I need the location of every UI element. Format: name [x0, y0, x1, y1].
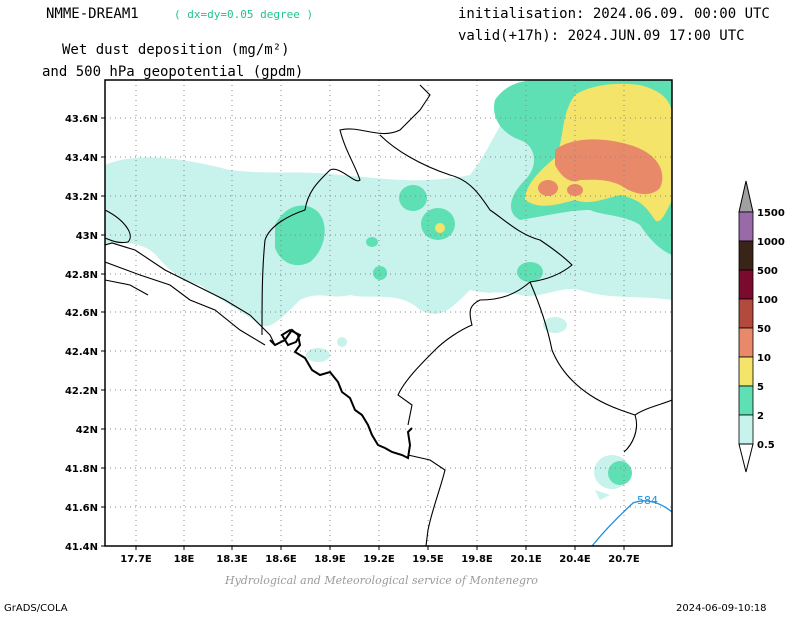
- borders: [105, 84, 672, 546]
- dust-field: [105, 80, 672, 500]
- dust-area-orange: [555, 139, 663, 195]
- render-timestamp: 2024-06-09-10:18: [676, 603, 767, 614]
- legend-label: 2: [757, 411, 764, 422]
- legend-label: 100: [757, 295, 778, 306]
- dust-area-light: [105, 198, 165, 240]
- lat-label: 42.2N: [65, 386, 98, 397]
- legend-top-arrow: [738, 180, 754, 213]
- legend-swatch: [738, 240, 754, 271]
- geopotential-contour: 584: [591, 494, 673, 547]
- credit-text: Hydrological and Meteorological service …: [225, 574, 538, 587]
- lat-label: 43.4N: [65, 153, 98, 164]
- resolution-note: ( dx=dy=0.05 degree ): [174, 8, 314, 21]
- lon-label: 18.3E: [216, 554, 248, 565]
- dust-area-light: [482, 279, 498, 293]
- dust-area-light: [306, 348, 330, 362]
- legend-label: 500: [757, 266, 778, 277]
- dust-area-green: [373, 266, 387, 280]
- lon-label: 18E: [174, 554, 195, 565]
- legend-label: 50: [757, 324, 771, 335]
- axis-ticks: [101, 117, 625, 550]
- model-name: NMME-DREAM1: [46, 6, 139, 22]
- longitude-labels: 17.7E 18E 18.3E 18.6E 18.9E 19.2E 19.5E …: [120, 554, 640, 565]
- legend-label: 1500: [757, 208, 785, 219]
- lat-label: 43.2N: [65, 192, 98, 203]
- color-legend: 1500 1000 500 100 50 10 5 2 0.5: [738, 180, 785, 473]
- software-label: GrADS/COLA: [4, 603, 68, 614]
- legend-swatch: [738, 269, 754, 300]
- initialisation-time: initialisation: 2024.06.09. 00:00 UTC: [458, 6, 770, 22]
- legend-label: 5: [757, 382, 764, 393]
- legend-label: 1000: [757, 237, 785, 248]
- valid-time: valid(+17h): 2024.JUN.09 17:00 UTC: [458, 28, 745, 44]
- lat-label: 41.6N: [65, 503, 98, 514]
- lon-label: 19.5E: [412, 554, 444, 565]
- lat-label: 41.4N: [65, 542, 98, 553]
- lon-label: 18.9E: [314, 554, 346, 565]
- lon-label: 17.7E: [120, 554, 152, 565]
- legend-swatch: [738, 414, 754, 445]
- dust-area-green: [517, 262, 543, 282]
- contour-584-line: [591, 500, 673, 547]
- lon-label: 19.2E: [363, 554, 395, 565]
- legend-label: 0.5: [757, 440, 775, 451]
- lon-label: 20.1E: [510, 554, 542, 565]
- legend-bottom-arrow: [738, 443, 754, 473]
- contour-label: 584: [637, 494, 658, 507]
- map-frame: [104, 79, 673, 547]
- legend-swatch: [738, 211, 754, 242]
- lon-label: 18.6E: [265, 554, 297, 565]
- legend-swatch: [738, 385, 754, 416]
- lat-label: 43.6N: [65, 114, 98, 125]
- dust-area-light: [595, 490, 610, 500]
- dust-area-orange: [538, 180, 558, 196]
- legend-swatch: [738, 298, 754, 329]
- lat-label: 42.4N: [65, 347, 98, 358]
- lat-label: 42.8N: [65, 270, 98, 281]
- dust-area-green: [608, 461, 632, 485]
- dust-area-orange: [435, 223, 445, 233]
- dust-area-green: [366, 237, 378, 247]
- lon-label: 19.8E: [461, 554, 493, 565]
- legend-swatch: [738, 327, 754, 358]
- lon-label: 20.7E: [608, 554, 640, 565]
- dust-area-light: [490, 140, 530, 165]
- lat-label: 42N: [76, 425, 98, 436]
- lat-label: 43N: [76, 231, 98, 242]
- legend-swatch: [738, 356, 754, 387]
- dust-area-light: [337, 337, 347, 347]
- latitude-labels: 43.6N 43.4N 43.2N 43N 42.8N 42.6N 42.4N …: [65, 114, 98, 553]
- map-title-line2: and 500 hPa geopotential (gpdm): [42, 64, 304, 80]
- legend-label: 10: [757, 353, 771, 364]
- map-title-line1: Wet dust deposition (mg/m²): [62, 42, 290, 58]
- lat-label: 41.8N: [65, 464, 98, 475]
- dust-area-green: [275, 205, 325, 266]
- lon-label: 20.4E: [559, 554, 591, 565]
- dust-area-green: [399, 185, 427, 211]
- dust-area-light: [543, 317, 567, 333]
- lat-label: 42.6N: [65, 308, 98, 319]
- coastline: [269, 328, 413, 460]
